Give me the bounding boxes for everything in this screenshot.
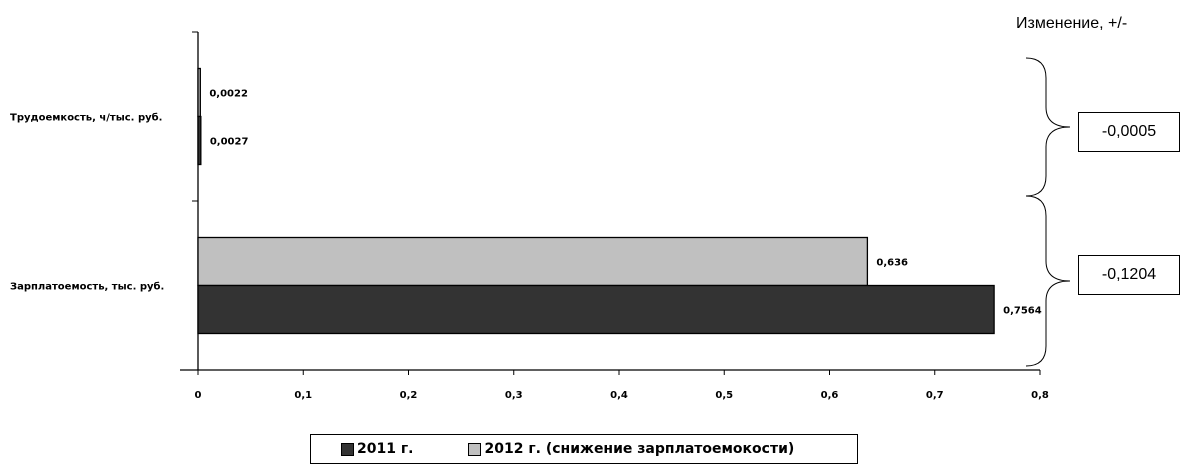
legend-item-2011: 2011 г. — [341, 441, 413, 457]
data-label: 0,0022 — [209, 89, 248, 100]
x-tick-label: 0,6 — [821, 390, 839, 401]
x-tick-label: 0,8 — [1031, 390, 1049, 401]
legend-swatch-2012 — [468, 442, 482, 456]
legend-label-2012: 2012 г. (снижение зарплатоемокости) — [484, 441, 795, 457]
change-box-wage-intensity: -0,1204 — [1078, 255, 1180, 295]
legend-swatch-2011 — [341, 442, 354, 456]
category-label: Трудоемкость, ч/тыс. руб. — [10, 112, 162, 124]
data-label: 0,636 — [876, 258, 908, 269]
group-brace — [1025, 195, 1071, 367]
legend-item-2012: 2012 г. (снижение зарплатоемокости) — [468, 441, 794, 457]
legend-label-2011: 2011 г. — [357, 441, 414, 457]
category-label: Зарплатоемость, тыс. руб. — [10, 281, 164, 293]
bar — [197, 115, 202, 166]
bar — [197, 284, 995, 335]
x-tick-label: 0,4 — [610, 390, 628, 401]
bar — [197, 236, 869, 287]
x-tick-label: 0 — [195, 390, 202, 401]
data-label: 0,7564 — [1003, 306, 1042, 317]
legend: 2011 г. 2012 г. (снижение зарплатоемокос… — [310, 434, 858, 464]
x-tick-label: 0,2 — [400, 390, 418, 401]
group-brace — [1025, 57, 1071, 197]
x-tick-label: 0,3 — [505, 390, 523, 401]
x-tick-label: 0,5 — [715, 390, 733, 401]
x-tick-label: 0,7 — [926, 390, 944, 401]
data-label: 0,0027 — [210, 137, 249, 148]
x-tick-label: 0,1 — [294, 390, 312, 401]
change-title: Изменение, +/- — [1016, 15, 1128, 32]
bar — [197, 67, 201, 118]
change-box-labor-intensity: -0,0005 — [1078, 112, 1180, 152]
